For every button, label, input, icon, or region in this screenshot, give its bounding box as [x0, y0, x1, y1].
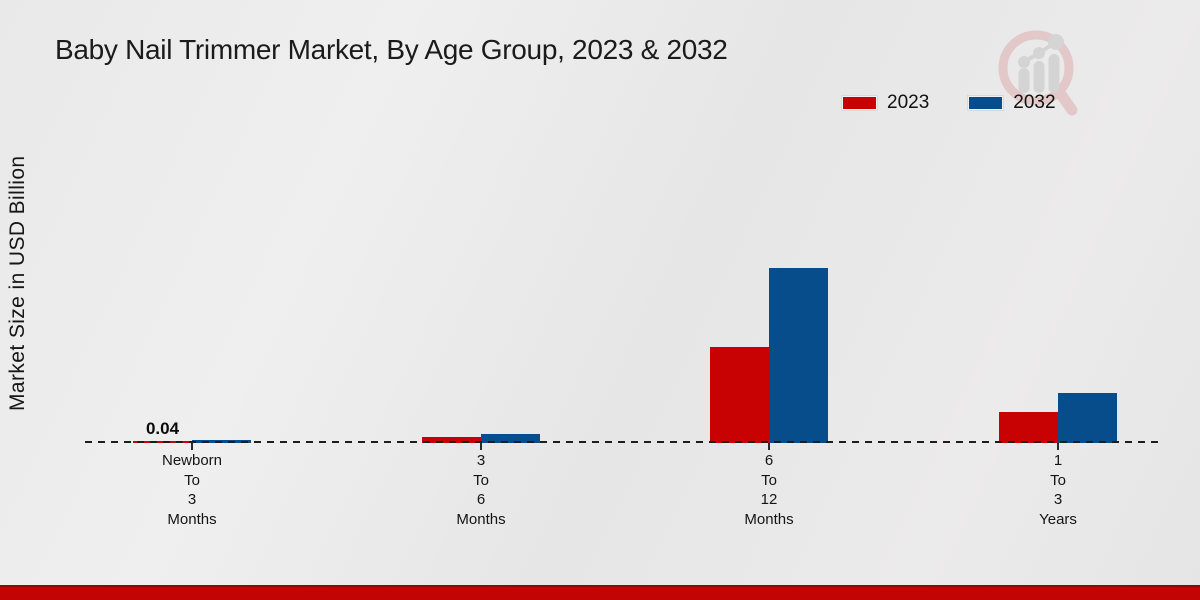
x-tick-label-group-1: 3 To 6 Months	[456, 452, 506, 528]
chart-title: Baby Nail Trimmer Market, By Age Group, …	[55, 34, 728, 65]
market-research-magnifier-chart-logo-icon	[990, 24, 1084, 118]
x-tick-label-group-3: 1 To 3 Years	[1039, 452, 1077, 528]
plot-area: 0.04	[85, 123, 1163, 443]
bar-2023-group-3	[999, 411, 1058, 443]
legend: 2023 2032	[843, 92, 1056, 114]
legend-label-2023: 2023	[887, 92, 930, 113]
y-axis-label: Market Size in USD Billion	[6, 155, 29, 411]
x-tick	[1057, 443, 1059, 450]
bar-2032-group-3	[1058, 392, 1117, 443]
x-tick	[191, 443, 193, 450]
x-tick	[480, 443, 482, 450]
legend-item-2023: 2023	[843, 92, 929, 114]
legend-swatch-2032	[969, 97, 1003, 109]
bar-2032-group-2	[769, 268, 828, 443]
footer-band	[0, 585, 1200, 600]
bar-2032-group-1	[481, 434, 540, 443]
zero-baseline	[85, 441, 1163, 443]
x-tick-label-group-2: 6 To 12 Months	[744, 452, 794, 528]
bar-2023-group-1	[422, 437, 481, 443]
x-tick-label-group-0: Newborn To 3 Months	[161, 452, 223, 528]
legend-swatch-2023	[843, 97, 876, 109]
bar-value-label: 0.04	[145, 419, 180, 438]
legend-item-2032: 2032	[969, 92, 1056, 114]
legend-label-2032: 2032	[1013, 92, 1056, 113]
x-tick	[768, 443, 770, 450]
bar-2023-group-2	[710, 347, 769, 443]
